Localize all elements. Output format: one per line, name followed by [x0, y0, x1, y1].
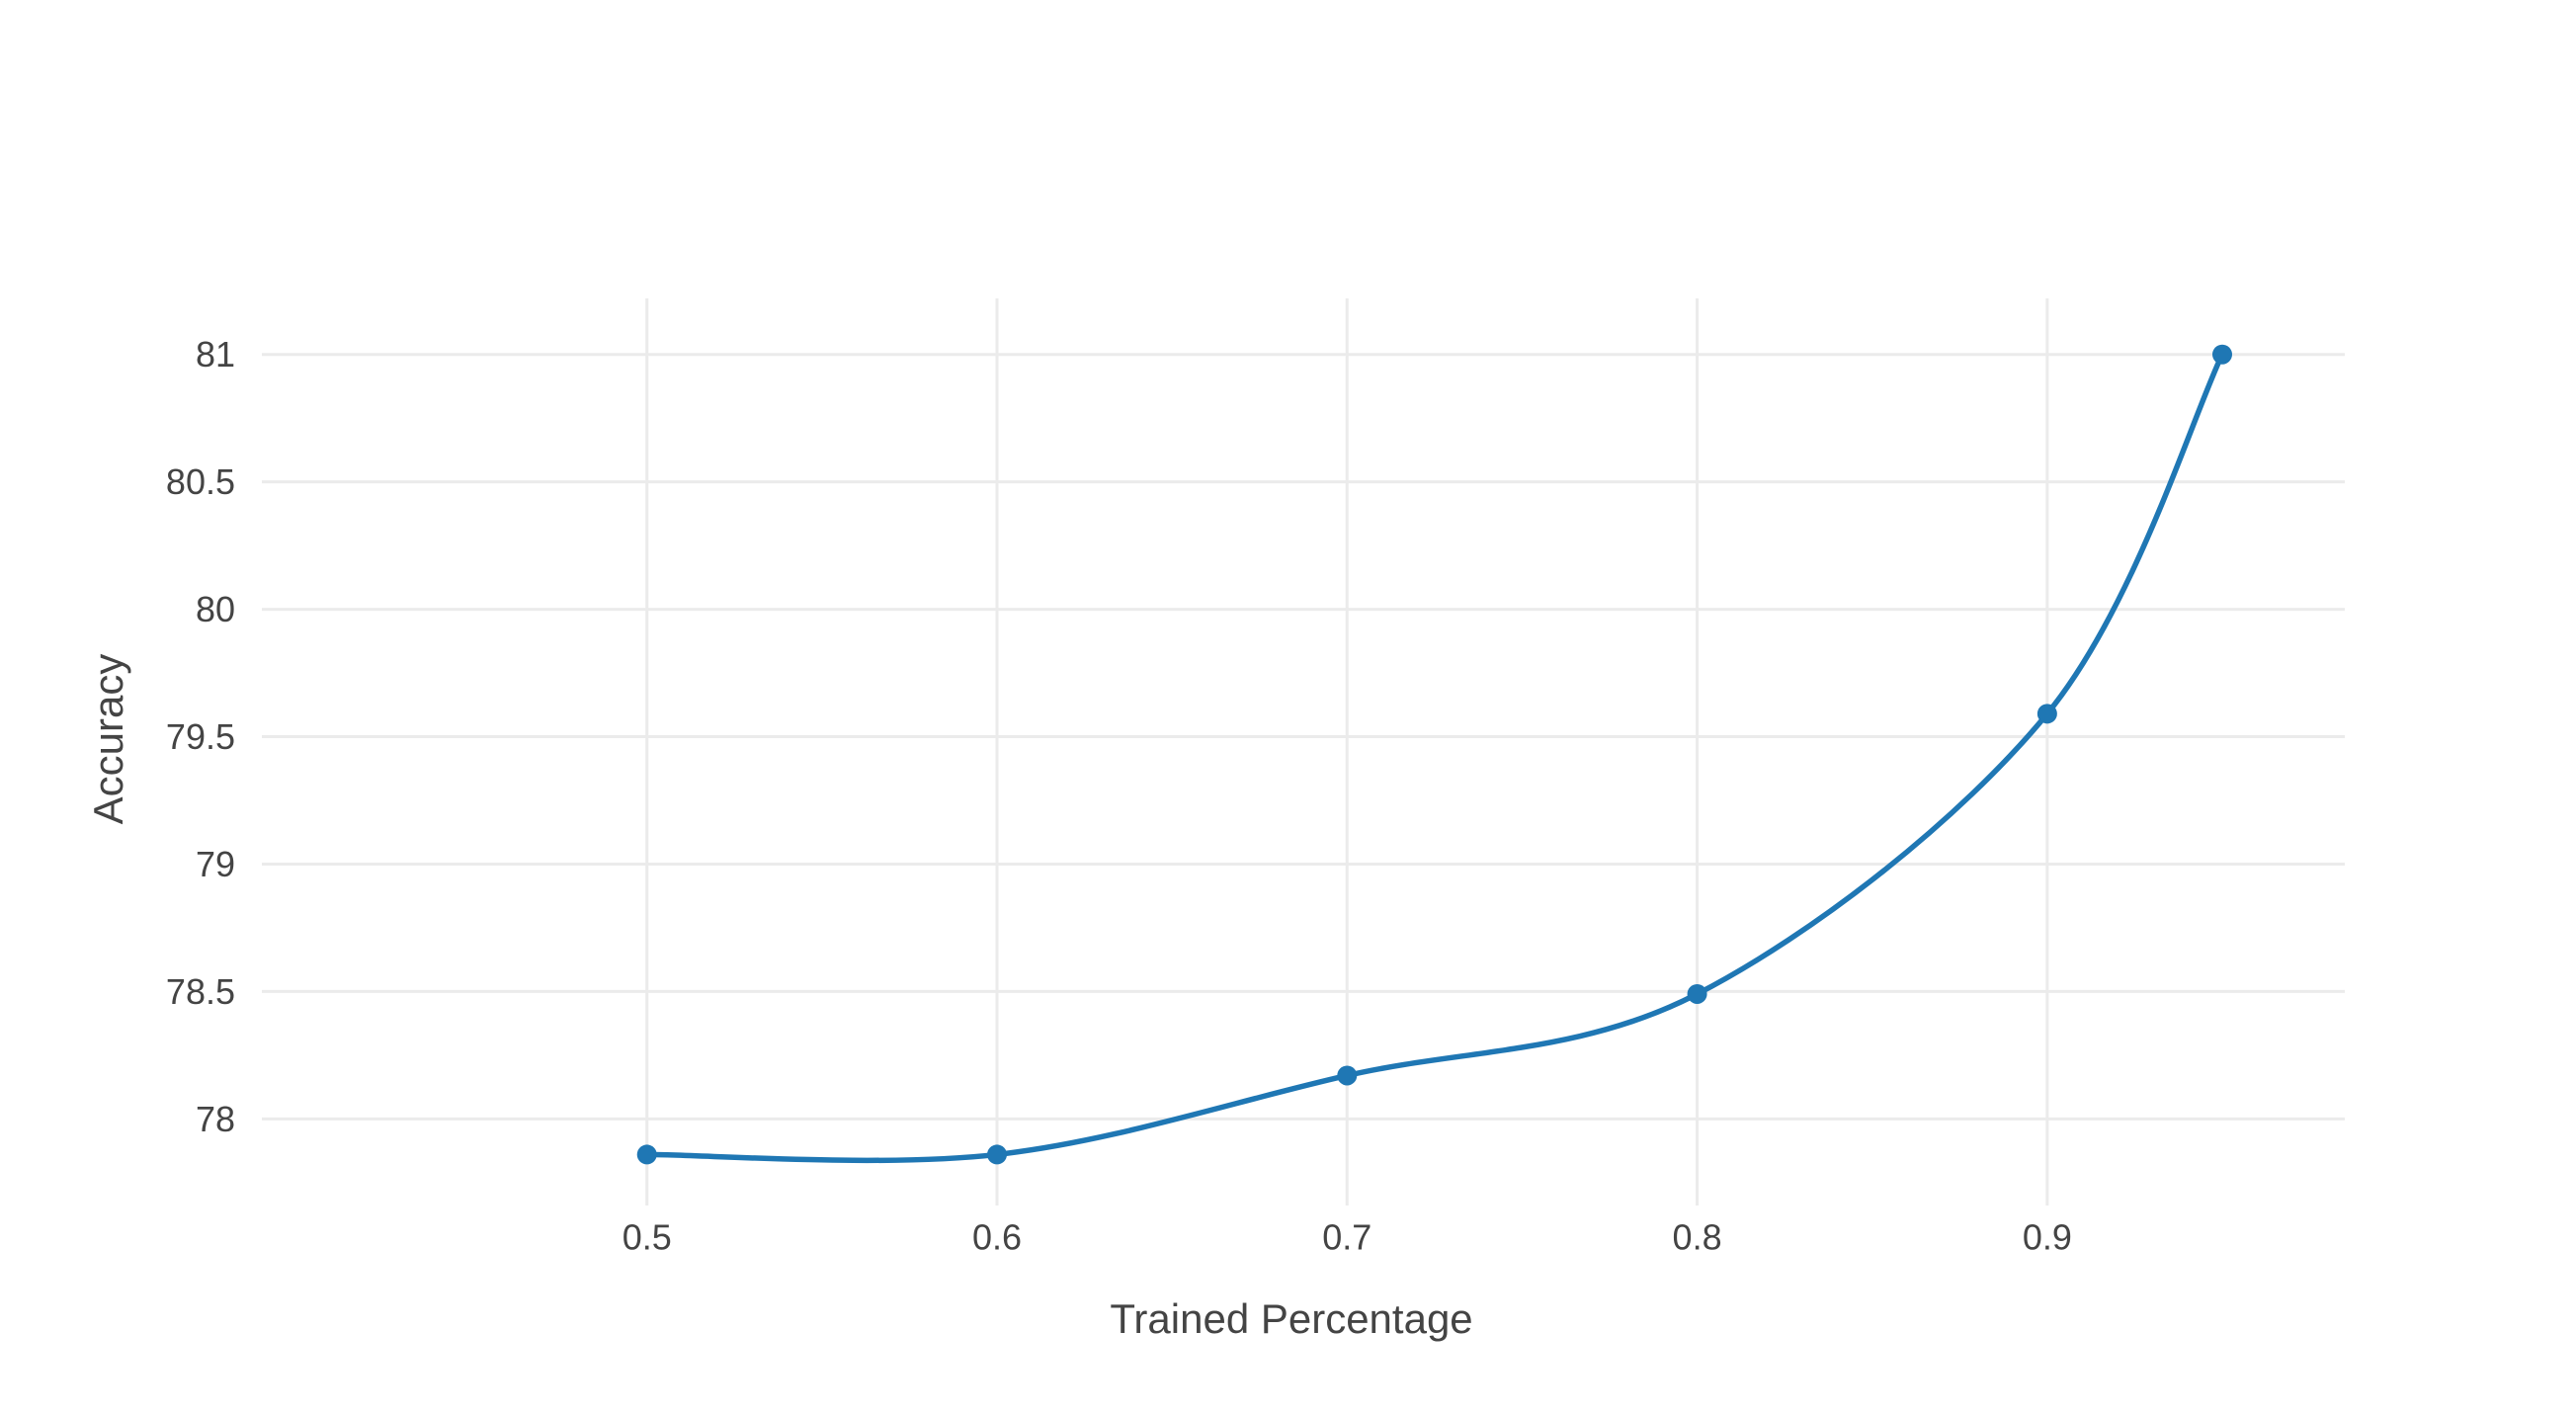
x-tick-labels: 0.5 0.6 0.7 0.8 0.9 — [623, 1216, 2072, 1257]
y-tick-labels: 78 78.5 79 79.5 80 80.5 81 — [166, 334, 235, 1139]
y-tick-label: 78.5 — [166, 971, 235, 1012]
x-tick-label: 0.5 — [623, 1216, 672, 1257]
data-point — [2036, 704, 2057, 724]
data-point — [987, 1144, 1007, 1165]
data-point — [636, 1144, 657, 1165]
y-tick-label: 81 — [196, 334, 235, 374]
x-tick-label: 0.7 — [1322, 1216, 1371, 1257]
data-point — [1687, 983, 1707, 1004]
x-tick-label: 0.6 — [972, 1216, 1022, 1257]
y-tick-label: 80 — [196, 589, 235, 629]
series-layer — [636, 344, 2232, 1165]
x-tick-label: 0.8 — [1673, 1216, 1722, 1257]
data-point — [2212, 344, 2232, 365]
y-tick-label: 78 — [196, 1099, 235, 1139]
y-axis-title: Accuracy — [85, 654, 131, 825]
x-gridlines — [645, 298, 2049, 1206]
data-point — [1337, 1065, 1358, 1086]
x-axis-title: Trained Percentage — [1110, 1295, 1472, 1342]
y-tick-label: 80.5 — [166, 461, 235, 502]
y-tick-label: 79 — [196, 844, 235, 884]
y-gridlines — [262, 353, 2345, 1121]
y-tick-label: 79.5 — [166, 716, 235, 757]
x-tick-label: 0.9 — [2023, 1216, 2072, 1257]
series-line — [643, 351, 2225, 1164]
